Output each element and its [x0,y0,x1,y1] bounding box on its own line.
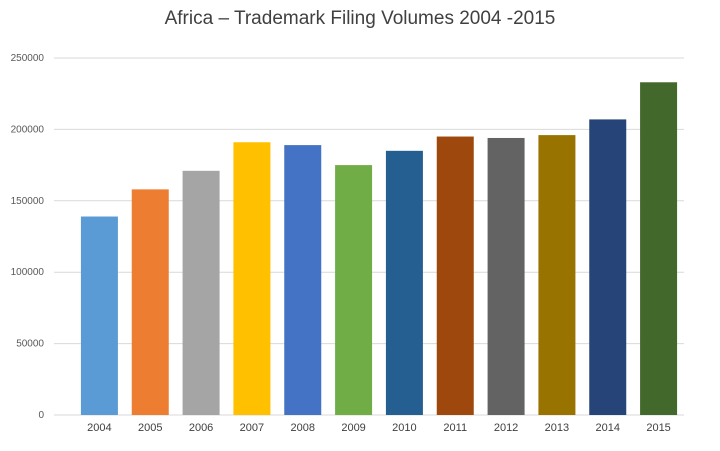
bar-2014 [589,119,627,416]
x-tick-label: 2007 [240,422,264,434]
y-tick-label: 50000 [16,339,44,350]
y-tick-label: 150000 [11,196,45,207]
y-tick-label: 250000 [11,53,45,64]
x-tick-label: 2005 [138,422,162,434]
bar-2010 [385,150,423,415]
bar-2013 [538,135,576,415]
x-tick-label: 2013 [545,422,569,434]
bar-2004 [80,216,118,415]
x-tick-label: 2014 [596,422,620,434]
x-tick-label: 2009 [341,422,365,434]
x-tick-label: 2011 [443,422,467,434]
bar-2005 [131,189,169,415]
x-tick-label: 2010 [392,422,416,434]
y-tick-label: 200000 [11,124,45,135]
bar-2008 [284,145,322,415]
bar-2007 [233,142,271,415]
x-tick-label: 2008 [291,422,315,434]
x-tick-label: 2015 [646,422,670,434]
y-tick-label: 100000 [11,267,45,278]
bar-2012 [487,137,525,415]
x-tick-label: 2006 [189,422,213,434]
chart-title: Africa – Trademark Filing Volumes 2004 -… [164,8,556,29]
y-tick-label: 0 [38,410,44,421]
bar-2011 [436,136,474,416]
x-tick-label: 2012 [494,422,518,434]
x-tick-label: 2004 [87,422,111,434]
bar-2015 [640,82,678,415]
bar-2009 [335,165,373,415]
bar-2006 [182,170,220,415]
